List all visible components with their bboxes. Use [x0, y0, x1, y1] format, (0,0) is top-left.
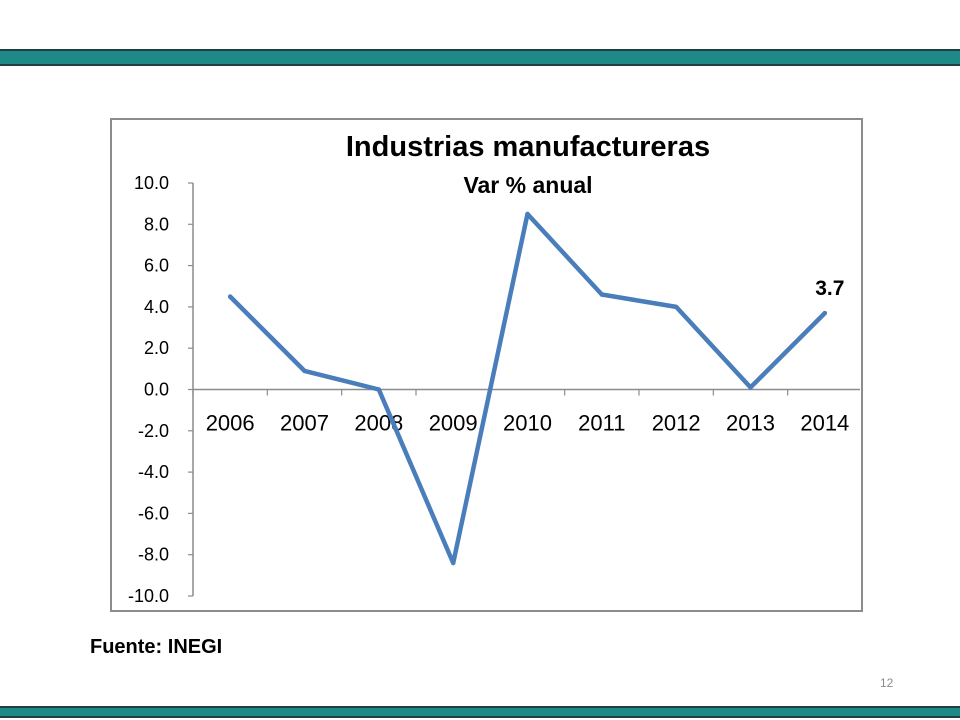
x-tick-label: 2013	[726, 411, 775, 436]
chart-frame	[110, 118, 863, 612]
data-point	[227, 294, 233, 299]
series-line	[227, 211, 828, 566]
x-tick-label: 2007	[280, 411, 329, 436]
data-labels: 3.7	[815, 277, 844, 300]
y-tick-label: 4.0	[144, 297, 169, 317]
y-tick-label: 6.0	[144, 256, 169, 276]
y-tick-labels: 10.0 8.0 6.0 4.0 2.0 0.0 -2.0 -4.0 -6.0 -8.0 -10.0	[128, 173, 169, 606]
x-tick-label: 2014	[800, 411, 849, 436]
data-point	[525, 211, 530, 217]
data-point	[302, 368, 307, 374]
chart-title: Industrias manufactureras	[346, 131, 710, 163]
data-point	[450, 560, 456, 566]
y-tick-label: 2.0	[144, 338, 169, 358]
source-note: Fuente: INEGI	[90, 636, 223, 658]
x-tick-label: 2006	[206, 411, 255, 436]
data-point	[599, 292, 605, 297]
y-tick-label: -4.0	[138, 462, 169, 482]
data-point	[748, 385, 753, 390]
bottom-decorative-band	[0, 706, 960, 718]
series-group	[227, 211, 828, 566]
chart-subtitle: Var % anual	[463, 172, 592, 198]
y-tick-label: 10.0	[134, 173, 169, 193]
x-tick-labels: 2006 2007 2008 2009 2010 2011 2012 2013 2014	[206, 411, 850, 436]
x-tick-label: 2011	[578, 411, 625, 436]
chart-axes	[188, 182, 863, 597]
slide-number: 12	[880, 676, 894, 690]
data-point	[376, 387, 382, 392]
y-tick-label: 8.0	[144, 214, 169, 234]
x-tick-label: 2012	[652, 411, 701, 436]
data-label-2014: 3.7	[815, 277, 844, 300]
y-tick-label: -2.0	[138, 421, 169, 441]
y-tick-label: -10.0	[128, 586, 169, 606]
data-point	[822, 310, 828, 316]
x-tick-label: 2009	[429, 411, 478, 436]
y-tick-label: -6.0	[138, 503, 169, 523]
top-decorative-band	[0, 49, 960, 66]
x-tick-label: 2010	[503, 411, 552, 436]
data-point	[673, 304, 679, 310]
y-tick-label: -8.0	[138, 545, 169, 565]
y-tick-label: 0.0	[144, 380, 169, 400]
